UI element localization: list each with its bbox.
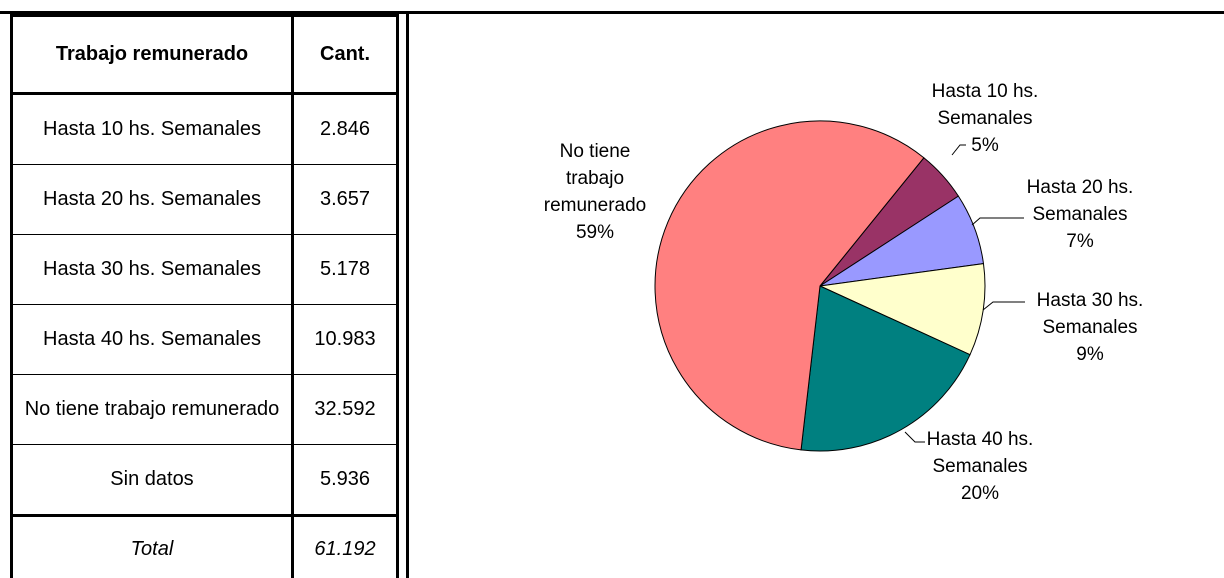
- slice-percent: 9%: [1076, 344, 1104, 365]
- table-row: Hasta 20 hs. Semanales 3.657: [10, 164, 399, 235]
- table-cell: No tiene trabajo remunerado: [10, 374, 293, 445]
- slice-category: No tiene trabajo remunerado: [543, 141, 647, 216]
- slice-label: Hasta 30 hs. Semanales 9%: [1025, 287, 1155, 368]
- table-cell: 3.657: [291, 164, 399, 235]
- rule: [0, 11, 1224, 14]
- slice-label: No tiene trabajo remunerado 59%: [540, 138, 650, 246]
- table-cell: Total: [10, 514, 293, 578]
- slice-percent: 59%: [575, 222, 615, 243]
- pie-slice: [800, 285, 971, 452]
- leader-lines: [904, 144, 1025, 443]
- slice-label: Hasta 40 hs. Semanales 20%: [915, 426, 1045, 507]
- slice-label: Hasta 20 hs. Semanales 7%: [1015, 174, 1145, 255]
- header-cell: Cant.: [291, 14, 399, 95]
- slice-label: Hasta 10 hs. Semanales 5%: [920, 78, 1050, 159]
- slice-percent: 20%: [960, 483, 1000, 504]
- header-row: Trabajo remunerado Cant.: [10, 14, 399, 95]
- table-cell: Hasta 30 hs. Semanales: [10, 234, 293, 305]
- slice-percent: 5%: [971, 135, 999, 156]
- table-cell: Sin datos: [10, 444, 293, 516]
- table-cell: 2.846: [291, 93, 399, 165]
- table-cell: 5.936: [291, 444, 399, 516]
- slice-percent: 7%: [1066, 231, 1094, 252]
- total-row: Total 61.192: [10, 514, 399, 578]
- slice-category: Hasta 10 hs. Semanales: [931, 81, 1039, 129]
- data-table: Trabajo remunerado Cant. Hasta 10 hs. Se…: [10, 14, 399, 578]
- table-cell: 61.192: [291, 514, 399, 578]
- table-cell: 5.178: [291, 234, 399, 305]
- table-row: Hasta 30 hs. Semanales 5.178: [10, 234, 399, 305]
- table-row: Sin datos 5.936: [10, 444, 399, 516]
- slice-category: Hasta 30 hs. Semanales: [1036, 290, 1144, 338]
- rule: [406, 11, 409, 578]
- table-cell: Hasta 20 hs. Semanales: [10, 164, 293, 235]
- table-row: Hasta 40 hs. Semanales 10.983: [10, 304, 399, 375]
- pie-slice: [654, 120, 925, 451]
- table-cell: 10.983: [291, 304, 399, 375]
- table-row: No tiene trabajo remunerado 32.592: [10, 374, 399, 445]
- slice-category: Hasta 20 hs. Semanales: [1026, 177, 1134, 225]
- table-cell: 32.592: [291, 374, 399, 445]
- header-cell: Trabajo remunerado: [10, 14, 293, 95]
- slice-category: Hasta 40 hs. Semanales: [926, 429, 1034, 477]
